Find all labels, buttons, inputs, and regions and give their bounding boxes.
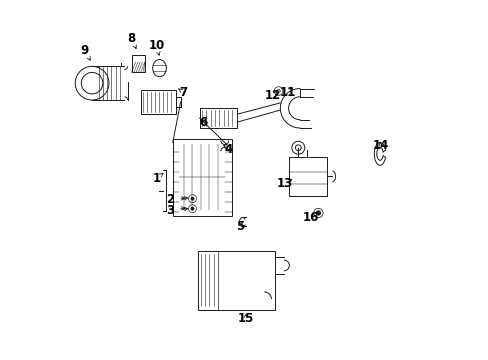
Bar [172, 139, 231, 216]
Text: 4: 4 [224, 143, 232, 156]
Bar [198, 251, 274, 310]
Text: 2: 2 [166, 193, 174, 206]
Text: 16: 16 [302, 211, 318, 224]
Text: 1: 1 [152, 172, 161, 185]
Text: 3: 3 [166, 204, 174, 217]
Text: 11: 11 [280, 86, 296, 99]
Text: 9: 9 [81, 44, 89, 57]
Text: 8: 8 [127, 32, 135, 45]
Text: 7: 7 [179, 86, 187, 99]
Text: 15: 15 [237, 311, 253, 325]
Bar [289, 157, 326, 196]
Text: 6: 6 [199, 116, 207, 129]
Bar [131, 55, 145, 72]
Text: 5: 5 [235, 220, 244, 233]
Circle shape [316, 211, 320, 215]
Bar [199, 108, 237, 128]
Circle shape [191, 197, 194, 200]
Circle shape [191, 207, 194, 210]
Text: 10: 10 [148, 39, 164, 52]
Text: 12: 12 [264, 89, 280, 102]
Text: 13: 13 [276, 177, 292, 190]
Bar [140, 90, 176, 114]
Text: 14: 14 [372, 139, 388, 152]
